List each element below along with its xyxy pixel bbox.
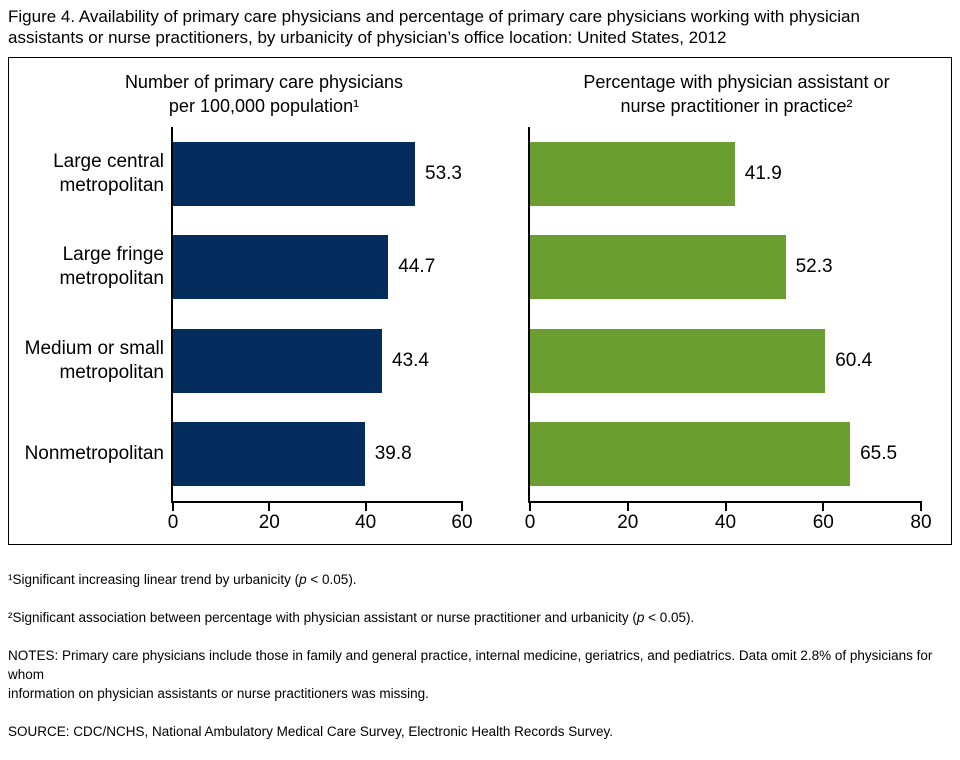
bar: [173, 141, 416, 206]
axis-tick: [172, 501, 174, 511]
axis-tick-label: 80: [910, 512, 932, 533]
bar: [530, 422, 851, 487]
axis-tick: [461, 501, 463, 511]
percentage-bar-plot: 41.9 52.3 60.4 65.5 0 20 40 60 80: [525, 127, 932, 533]
bar-row: Large central metropolitan 53.3: [53, 127, 462, 221]
physicians-bar-plot: Large central metropolitan 53.3 Large frin…: [25, 127, 473, 533]
footnote-1: ¹Significant increasing linear trend by …: [8, 570, 956, 589]
footnote-2-text: ²Significant association between percent…: [8, 610, 637, 625]
bar-row: 65.5: [530, 408, 921, 502]
axis-tick-label: 60: [812, 512, 834, 533]
footnote-1-tail: < 0.05).: [306, 572, 357, 587]
percentage-bars: 41.9 52.3 60.4 65.5: [530, 127, 921, 501]
bar-value-label: 65.5: [860, 443, 898, 465]
bar-value-label: 60.4: [835, 349, 873, 371]
bar: [173, 328, 382, 393]
figure-title: Figure 4. Availability of primary care p…: [8, 7, 860, 47]
axis-tick-label: 0: [167, 512, 179, 533]
axis-tick: [529, 501, 531, 511]
axis-tick: [822, 501, 825, 511]
footnote-1-text: ¹Significant increasing linear trend by …: [8, 572, 300, 587]
physicians-x-axis: 0 20 40 60: [168, 501, 473, 543]
bar-value-label: 39.8: [374, 443, 412, 465]
footnote-notes-text: NOTES: Primary care physicians include t…: [8, 648, 933, 701]
bar: [173, 422, 365, 487]
category-label: Nonmetropolitan: [24, 443, 164, 465]
bar-row: 41.9: [530, 127, 921, 221]
footnote-2: ²Significant association between percent…: [8, 608, 956, 627]
footnote-source-text: SOURCE: CDC/NCHS, National Ambulatory Me…: [8, 724, 613, 739]
footnote-1-italic-p: p: [299, 572, 307, 587]
axis-tick: [920, 501, 922, 511]
bar-row: Medium or small metropolitan 43.4: [25, 314, 462, 408]
axis-tick-label: 20: [258, 512, 280, 533]
bar: [173, 235, 389, 300]
footnote-source: SOURCE: CDC/NCHS, National Ambulatory Me…: [8, 722, 956, 741]
bar-value-label: 43.4: [392, 349, 429, 371]
bar-row: 52.3: [530, 221, 921, 315]
footnote-2-italic-p: p: [636, 610, 645, 625]
bar-row: 60.4: [530, 314, 921, 408]
axis-tick: [268, 501, 271, 511]
bar-value-label: 41.9: [744, 162, 782, 184]
axis-tick: [724, 501, 727, 511]
category-label: Large central metropolitan: [53, 150, 164, 196]
footnotes: ¹Significant increasing linear trend by …: [8, 551, 956, 760]
physicians-bars: Large central metropolitan 53.3 Large frin…: [25, 127, 462, 502]
axis-tick-label: 0: [524, 512, 536, 533]
axis-tick-label: 40: [714, 512, 737, 533]
chart-frame: Number of primary care physicians per 10…: [8, 57, 952, 545]
bar-value-label: 52.3: [795, 256, 833, 278]
footnote-2-tail: < 0.05).: [644, 610, 695, 625]
category-label: Medium or small metropolitan: [24, 337, 164, 383]
axis-tick-label: 40: [355, 512, 377, 533]
panel-title-percentage: Percentage with physician assistant or n…: [583, 72, 890, 116]
bar-row: Nonmetropolitan 39.8: [25, 408, 462, 502]
axis-tick: [626, 501, 629, 511]
axis-tick: [364, 501, 367, 511]
axis-tick-label: 20: [617, 512, 639, 533]
bar-row: Large fringe metropolitan 44.7: [59, 221, 462, 315]
bar-value-label: 53.3: [425, 162, 462, 184]
bar: [530, 141, 735, 206]
footnote-notes: NOTES: Primary care physicians include t…: [8, 646, 956, 703]
bar-value-label: 44.7: [398, 256, 436, 278]
category-label: Large fringe metropolitan: [59, 244, 164, 290]
percentage-x-axis: 0 20 40 60 80: [525, 501, 932, 543]
panel-title-physicians: Number of primary care physicians per 10…: [124, 72, 404, 116]
bar: [530, 235, 786, 300]
bar: [530, 328, 826, 393]
axis-tick-label: 60: [451, 512, 473, 533]
